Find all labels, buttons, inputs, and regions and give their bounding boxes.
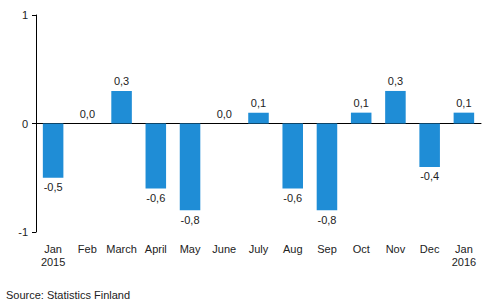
svg-text:0,0: 0,0 bbox=[217, 108, 232, 120]
svg-text:Dec: Dec bbox=[420, 243, 440, 255]
svg-text:Sep: Sep bbox=[317, 243, 337, 255]
svg-text:1: 1 bbox=[22, 9, 28, 21]
svg-text:Nov: Nov bbox=[386, 243, 406, 255]
svg-text:0,3: 0,3 bbox=[114, 75, 129, 87]
svg-text:0,0: 0,0 bbox=[80, 108, 95, 120]
svg-text:-1: -1 bbox=[18, 226, 28, 238]
svg-text:Jan: Jan bbox=[44, 243, 62, 255]
svg-text:June: June bbox=[212, 243, 236, 255]
svg-text:0,1: 0,1 bbox=[354, 97, 369, 109]
svg-text:0,3: 0,3 bbox=[388, 75, 403, 87]
svg-text:April: April bbox=[145, 243, 167, 255]
svg-text:Source: Statistics Finland: Source: Statistics Finland bbox=[6, 289, 130, 301]
svg-text:Feb: Feb bbox=[78, 243, 97, 255]
svg-text:2015: 2015 bbox=[41, 256, 65, 268]
svg-text:May: May bbox=[180, 243, 201, 255]
svg-text:-0,6: -0,6 bbox=[146, 192, 165, 204]
svg-text:-0,8: -0,8 bbox=[181, 214, 200, 226]
svg-text:Aug: Aug bbox=[283, 243, 303, 255]
svg-text:-0,6: -0,6 bbox=[283, 192, 302, 204]
svg-text:0,1: 0,1 bbox=[456, 97, 471, 109]
svg-text:March: March bbox=[106, 243, 137, 255]
svg-text:2016: 2016 bbox=[452, 256, 476, 268]
svg-text:-0,5: -0,5 bbox=[44, 181, 63, 193]
svg-text:-0,4: -0,4 bbox=[420, 170, 439, 182]
svg-text:Oct: Oct bbox=[353, 243, 370, 255]
svg-text:-0,8: -0,8 bbox=[317, 214, 336, 226]
svg-text:Jan: Jan bbox=[455, 243, 473, 255]
svg-text:0: 0 bbox=[22, 118, 28, 130]
svg-text:July: July bbox=[249, 243, 269, 255]
svg-text:0,1: 0,1 bbox=[251, 97, 266, 109]
